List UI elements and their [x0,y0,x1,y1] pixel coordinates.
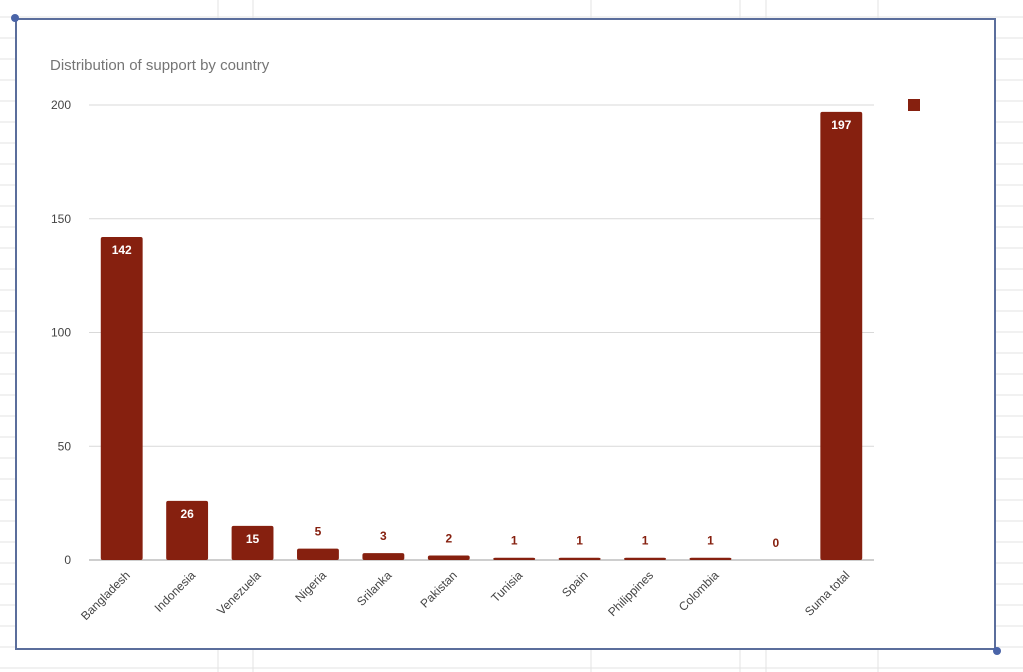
resize-handle-top-left[interactable] [11,14,19,22]
bar [689,557,732,560]
bar [362,553,405,560]
x-tick-label: Pakistan [417,568,459,610]
bar [624,557,666,560]
bar [297,548,339,560]
bar [166,500,209,560]
bar [493,557,536,560]
y-tick-label: 150 [51,212,71,226]
x-tick-label: Nigeria [292,568,329,605]
x-tick-label: Bangladesh [78,568,133,623]
x-tick-label: Srilanka [354,568,395,609]
legend-swatch [908,99,920,111]
resize-handle-bottom-right[interactable] [993,647,1001,655]
bar [231,525,274,560]
gridlines [89,104,874,561]
y-tick-label: 50 [58,439,72,453]
data-labels: 142 26 15 5 3 2 1 1 1 1 0 197 [112,118,852,550]
data-label: 0 [773,536,780,550]
bar-chart: Distribution of support by country 05010… [50,57,920,623]
bar [100,236,143,560]
data-label: 197 [831,118,851,132]
y-tick-label: 0 [64,553,71,567]
data-label: 1 [576,534,583,548]
data-label: 3 [380,529,387,543]
y-tick-label: 200 [51,98,71,112]
data-label: 1 [511,534,518,548]
data-label: 5 [315,525,322,539]
x-tick-label: Venezuela [214,568,264,618]
chart-container[interactable]: Distribution of support by country 0 50 10… [15,18,996,650]
chart-title: Distribution of support by country [50,57,270,74]
bar [427,555,470,560]
data-label: 2 [445,531,452,545]
x-axis-labels: Bangladesh Indonesia Venezuela Nigeria Srila… [78,568,852,623]
data-label: 15 [246,532,260,546]
x-tick-label: Indonesia [152,568,199,615]
x-tick-label: Colombia [676,568,722,614]
x-tick-label: Philippines [605,568,656,619]
x-tick-label: Tunisia [488,568,525,605]
data-label: 1 [707,534,714,548]
y-axis-ticks: 0 50 100 150 200 [51,98,71,567]
bar [558,557,601,560]
bar [820,111,863,560]
x-tick-label: Suma total [802,568,852,618]
data-label: 142 [112,243,132,257]
bars [100,111,863,560]
y-tick-label: 100 [51,326,71,340]
data-label: 26 [180,507,194,521]
x-tick-label: Spain [559,568,591,600]
data-label: 1 [642,534,649,548]
